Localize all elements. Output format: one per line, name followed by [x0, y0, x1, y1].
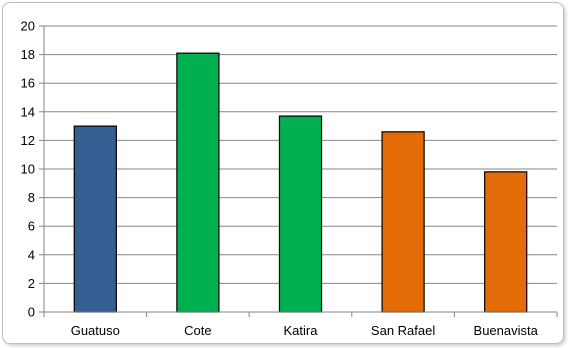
x-category-label: Guatuso: [71, 323, 120, 338]
labels: 0 2 4 6 8 10 12 14 16 18 20 Guatuso Cote Katira San Ra…: [21, 19, 539, 339]
y-tick-label: 8: [28, 190, 35, 205]
bar-guatuso: [73, 125, 117, 313]
bars: [73, 52, 528, 313]
y-tick-label: 2: [28, 276, 35, 291]
y-tick-label: 0: [28, 305, 35, 320]
x-category-label: Cote: [184, 323, 211, 338]
y-tick-label: 16: [21, 76, 35, 91]
x-category-label: San Rafael: [371, 323, 435, 338]
x-category-label: Buenavista: [474, 323, 539, 338]
y-tick-label: 14: [21, 104, 35, 119]
y-tick-label: 6: [28, 219, 35, 234]
bar-buenavista: [484, 171, 528, 313]
x-category-label: Katira: [284, 323, 319, 338]
bar-cote: [176, 52, 220, 313]
y-tick-label: 18: [21, 47, 35, 62]
y-tick-label: 4: [28, 247, 35, 262]
bar-katira: [278, 115, 323, 313]
bar-san-rafael: [381, 131, 425, 313]
axes: [39, 25, 558, 317]
y-tick-label: 20: [21, 19, 35, 34]
gridlines: [44, 25, 557, 284]
y-tick-label: 10: [21, 162, 35, 177]
y-tick-label: 12: [21, 133, 35, 148]
